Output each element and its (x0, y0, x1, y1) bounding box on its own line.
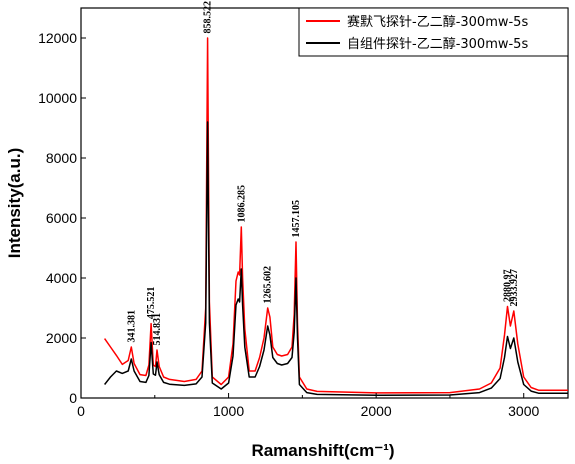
peak-label: 475.521 (146, 287, 157, 320)
peak-label: 2880.97 (503, 270, 514, 303)
peak-label: 341.381 (126, 310, 137, 343)
series-lines (103, 37, 568, 397)
legend-label: 赛默飞探针-乙二醇-300mw-5s (347, 14, 528, 30)
peak-label: 858.522 (203, 1, 214, 34)
y-tick-label: 4000 (46, 270, 77, 286)
y-tick-label: 10000 (38, 90, 77, 106)
y-tick-label: 6000 (46, 210, 77, 226)
legend: 赛默飞探针-乙二醇-300mw-5s 自组件探针-乙二醇-300mw-5s (298, 7, 569, 57)
peak-label: 1086.285 (236, 185, 247, 223)
peak-label: 1457.105 (291, 200, 302, 238)
peak-label: 2933.927 (509, 269, 520, 307)
axis-ticks: 0 1000 2000 3000 0 2000 4000 6000 8000 10000 12000 (38, 30, 539, 419)
x-tick-label: 2000 (361, 403, 392, 419)
x-tick-label: 0 (77, 403, 85, 419)
series-line-2 (104, 121, 568, 397)
x-axis-title: Ramanshift(cm⁻¹) (251, 441, 394, 460)
peak-label: 514.831 (152, 313, 163, 346)
y-axis-title: Intensity(a.u.) (5, 148, 24, 259)
legend-box (298, 7, 569, 57)
y-tick-label: 12000 (38, 30, 77, 46)
x-tick-label: 1000 (213, 403, 244, 419)
x-tick-label: 3000 (508, 403, 539, 419)
y-tick-label: 8000 (46, 150, 77, 166)
legend-label: 自组件探针-乙二醇-300mw-5s (347, 36, 528, 52)
series-line-1 (103, 37, 568, 394)
y-tick-label: 0 (69, 390, 77, 406)
peak-label: 1265.602 (263, 266, 274, 304)
y-tick-label: 2000 (46, 330, 77, 346)
